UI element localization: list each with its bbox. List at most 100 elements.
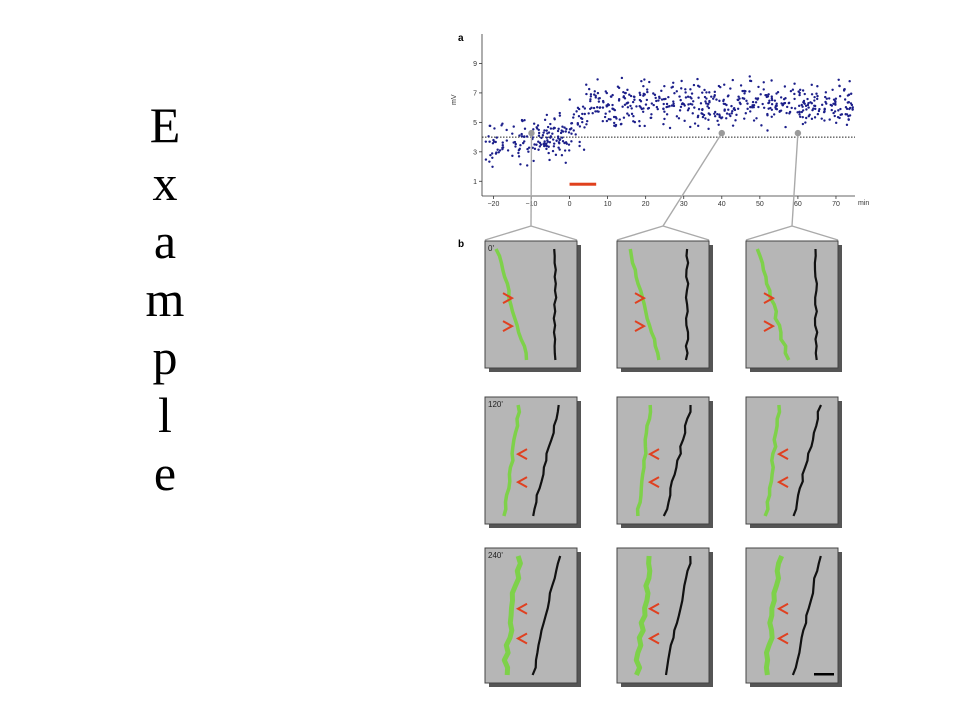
data-point — [548, 158, 551, 162]
data-point — [801, 122, 805, 126]
data-point — [520, 132, 523, 136]
data-point — [823, 119, 826, 122]
data-point — [738, 101, 742, 104]
data-point — [701, 107, 704, 111]
data-point — [823, 95, 827, 99]
data-point — [596, 110, 599, 113]
data-point — [625, 102, 628, 105]
data-point — [545, 147, 548, 151]
data-point — [506, 149, 510, 152]
data-point — [801, 115, 804, 119]
data-point — [839, 107, 842, 111]
data-point — [697, 124, 700, 128]
data-point — [833, 110, 837, 113]
image-tile — [484, 547, 578, 684]
data-point — [788, 112, 791, 115]
green-dendrite — [501, 555, 523, 676]
green-dendrite — [763, 555, 785, 676]
data-point — [791, 88, 795, 91]
data-point — [597, 100, 601, 103]
data-point — [793, 82, 796, 85]
connector-lines — [484, 129, 839, 241]
data-point — [663, 117, 666, 121]
arrowhead — [647, 476, 660, 488]
data-point — [846, 94, 850, 97]
data-point — [639, 93, 642, 97]
data-point — [766, 114, 769, 117]
data-point — [589, 98, 592, 101]
data-point — [642, 84, 645, 88]
data-point — [505, 139, 509, 142]
data-point — [552, 142, 556, 145]
data-point — [654, 96, 657, 100]
data-point — [547, 145, 550, 148]
arrowhead — [515, 476, 528, 488]
data-point — [689, 95, 692, 99]
data-point — [538, 141, 542, 145]
data-point — [847, 118, 850, 121]
data-point — [804, 104, 808, 108]
data-point — [638, 124, 641, 128]
data-point — [849, 102, 853, 105]
data-point — [713, 114, 717, 118]
data-point — [801, 89, 805, 92]
data-point — [546, 125, 550, 129]
data-point — [630, 107, 633, 110]
data-point — [555, 139, 558, 142]
data-point — [738, 97, 741, 100]
data-point — [589, 93, 593, 96]
data-point — [825, 97, 828, 100]
data-point — [581, 112, 584, 116]
data-point — [653, 93, 657, 97]
data-point — [680, 87, 683, 90]
data-point — [785, 111, 788, 115]
data-point — [830, 108, 833, 112]
data-point — [756, 98, 759, 101]
image-grid: 0' 120' 240' — [484, 240, 842, 687]
data-point — [649, 116, 653, 119]
y-tick-label: 1 — [473, 179, 477, 186]
data-point — [833, 114, 836, 118]
data-point — [646, 90, 649, 94]
data-point — [832, 98, 836, 101]
data-point — [626, 112, 629, 115]
data-point — [491, 156, 494, 160]
data-point — [702, 113, 706, 117]
data-point — [632, 115, 635, 118]
data-point — [696, 84, 700, 88]
data-point — [501, 146, 504, 150]
data-point — [736, 107, 740, 111]
data-point — [488, 160, 491, 163]
arrowhead — [776, 448, 789, 461]
data-point — [843, 98, 847, 101]
data-point — [564, 161, 567, 165]
data-point — [501, 122, 504, 125]
data-point — [707, 118, 710, 122]
data-point — [722, 99, 725, 103]
data-point — [581, 117, 584, 121]
data-point — [593, 90, 596, 93]
data-point — [825, 102, 828, 105]
black-dendrite — [813, 248, 819, 361]
data-point — [543, 140, 546, 143]
data-point — [697, 96, 700, 99]
black-dendrite — [684, 248, 690, 361]
data-point — [655, 99, 658, 103]
data-point — [769, 106, 772, 110]
data-point — [643, 93, 646, 96]
data-point — [495, 136, 498, 139]
data-point — [578, 144, 581, 148]
data-point — [591, 112, 594, 115]
data-point — [538, 145, 542, 148]
data-point — [762, 88, 765, 91]
data-point — [488, 124, 491, 128]
data-point — [563, 126, 566, 129]
data-point — [672, 104, 676, 108]
data-point — [487, 135, 490, 138]
data-point — [565, 142, 568, 145]
data-point — [838, 95, 842, 98]
data-point — [707, 127, 710, 131]
data-point — [799, 88, 802, 91]
data-point — [793, 92, 796, 96]
